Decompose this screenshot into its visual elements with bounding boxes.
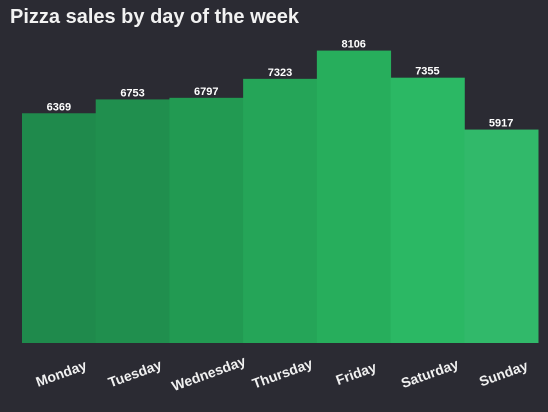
bar-wednesday	[169, 97, 244, 343]
x-tick-label-saturday: Saturday	[399, 355, 461, 391]
x-tick-label-thursday: Thursday	[250, 355, 315, 392]
value-label-thursday: 7323	[268, 67, 292, 79]
value-label-tuesday: 6753	[120, 87, 144, 99]
value-label-saturday: 7355	[415, 66, 439, 78]
bar-sunday	[464, 129, 539, 343]
bar-friday	[316, 50, 392, 343]
bars-group	[22, 50, 539, 343]
chart-title: Pizza sales by day of the week	[10, 6, 300, 28]
value-label-sunday: 5917	[489, 118, 513, 130]
value-label-friday: 8106	[341, 39, 365, 51]
bar-tuesday	[95, 99, 170, 343]
bar-thursday	[243, 78, 318, 343]
x-tick-label-wednesday: Wednesday	[169, 352, 248, 394]
x-tick-label-tuesday: Tuesday	[106, 356, 164, 390]
x-tick-label-sunday: Sunday	[477, 357, 530, 389]
x-tick-label-friday: Friday	[334, 359, 379, 388]
value-label-wednesday: 6797	[194, 86, 218, 98]
bar-saturday	[390, 77, 465, 343]
x-tick-labels-group: Monday Tuesday Wednesday Thursday Friday Satu…	[34, 352, 531, 394]
value-labels-group: 6369 6753 6797 7323 8106 7355 5917	[47, 39, 514, 130]
bar-monday	[22, 113, 97, 343]
x-tick-label-monday: Monday	[34, 357, 89, 390]
value-label-monday: 6369	[47, 101, 71, 113]
